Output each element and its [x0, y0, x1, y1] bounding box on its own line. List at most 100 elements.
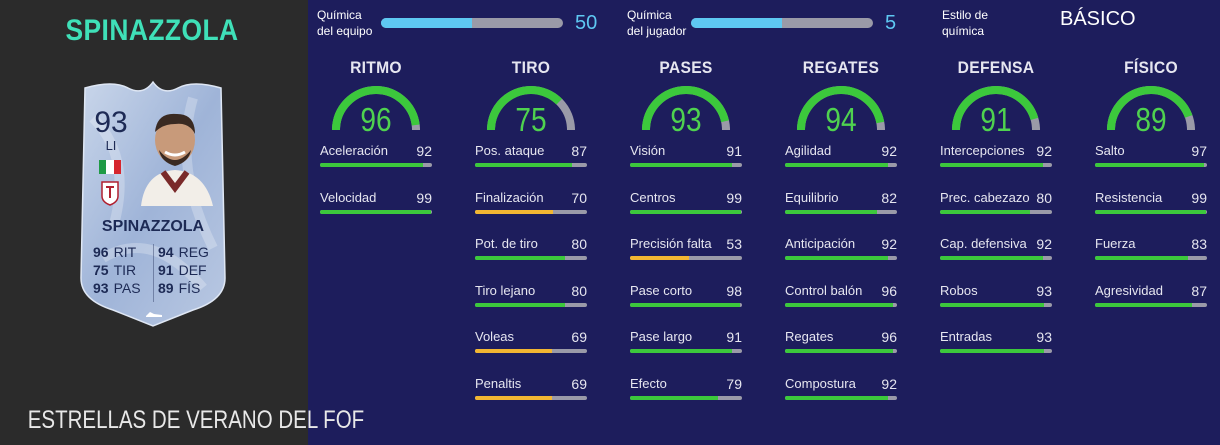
- category-title: FÍSICO: [1124, 58, 1178, 77]
- italy-flag-icon: [99, 160, 121, 174]
- category-title: RITMO: [350, 58, 402, 77]
- attribute-value: 87: [1191, 282, 1207, 299]
- attribute-value: 98: [726, 282, 742, 299]
- card-stat: 91 DEF: [158, 262, 207, 278]
- attribute-bar-fill: [320, 163, 424, 167]
- attribute-label: Pos. ataque: [475, 143, 545, 158]
- attribute-row: Velocidad 99: [320, 190, 432, 237]
- team-chemistry-value: 50: [575, 11, 598, 34]
- category-value: 89: [1135, 101, 1167, 138]
- attribute-row: Cap. defensiva 92: [940, 236, 1052, 283]
- attribute-bar-fill: [940, 163, 1044, 167]
- attribute-value: 80: [571, 282, 587, 299]
- attribute-bar: [630, 209, 742, 214]
- attribute-bar: [785, 256, 897, 260]
- attribute-label: Pase corto: [630, 282, 693, 298]
- player-card[interactable]: 93 LI SPINAZZOLA 96 RIT 94 REG 75 TIR 91 DEF…: [73, 78, 233, 330]
- stat-column-físico: FÍSICO 89 Salto 97 Resistencia 99 Fuerza 83 Agre…: [1095, 58, 1207, 329]
- attribute-value: 92: [416, 143, 432, 159]
- attribute-bar-fill: [785, 302, 893, 307]
- category-value: 96: [360, 101, 392, 138]
- attribute-bar-fill: [630, 256, 690, 260]
- attribute-bar: [630, 302, 742, 307]
- attribute-value: 91: [726, 143, 742, 159]
- card-stats: 96 RIT 94 REG 75 TIR 91 DEF 93 PAS 89 FÍS: [93, 244, 217, 296]
- attribute-bar-fill: [940, 302, 1045, 307]
- attribute-row: Agilidad 92: [785, 143, 897, 190]
- attribute-bar: [940, 209, 1052, 214]
- attribute-label: Agilidad: [785, 143, 832, 158]
- player-chemistry-label: Química del jugador: [627, 8, 687, 38]
- attribute-bar-fill: [1095, 163, 1204, 167]
- attribute-label: Anticipación: [785, 236, 856, 251]
- attribute-value: 92: [881, 236, 897, 252]
- attribute-row: Intercepciones 92: [940, 143, 1052, 190]
- attribute-bar-fill: [630, 349, 732, 353]
- category-value: 75: [515, 101, 547, 138]
- category-gauge: 91: [950, 84, 1042, 138]
- attribute-value: 92: [1036, 236, 1052, 252]
- category-gauge: 94: [795, 84, 887, 138]
- card-stat: 96 RIT: [93, 244, 137, 260]
- card-stat: 94 REG: [158, 244, 209, 260]
- attribute-row: Efecto 79: [630, 376, 742, 423]
- attribute-label: Aceleración: [320, 143, 388, 158]
- attribute-label: Control balón: [785, 282, 863, 298]
- attribute-bar-fill: [1095, 209, 1206, 214]
- attribute-value: 70: [571, 189, 587, 206]
- attribute-value: 92: [881, 375, 897, 392]
- attribute-bar-fill: [785, 256, 889, 260]
- attribute-bar: [630, 349, 742, 353]
- attribute-bar: [785, 349, 897, 353]
- attribute-label: Precisión falta: [630, 236, 712, 251]
- card-divider: [153, 244, 154, 302]
- attribute-bar-fill: [630, 302, 740, 307]
- category-gauge: 93: [640, 84, 732, 138]
- attribute-value: 80: [1036, 189, 1052, 206]
- chemistry-style[interactable]: Estilo de química BÁSICO: [942, 6, 1136, 40]
- attribute-bar-fill: [940, 209, 1030, 214]
- card-rating: 93: [94, 106, 128, 139]
- attribute-value: 91: [726, 329, 742, 345]
- attribute-bar: [475, 163, 587, 167]
- category-gauge: 89: [1105, 84, 1197, 138]
- team-chemistry-fill: [381, 18, 472, 28]
- attribute-bar-fill: [785, 163, 889, 167]
- gauge-fill: [952, 86, 1039, 131]
- attribute-bar: [475, 256, 587, 260]
- attribute-row: Robos 93: [940, 283, 1052, 330]
- player-chemistry-bar: [691, 18, 873, 28]
- attribute-value: 93: [1036, 329, 1052, 345]
- attribute-row: Pos. ataque 87: [475, 143, 587, 190]
- attribute-label: Compostura: [785, 375, 856, 391]
- attribute-bar: [1095, 209, 1207, 214]
- attribute-bar-fill: [785, 395, 889, 400]
- attribute-row: Pase largo 91: [630, 329, 742, 376]
- attribute-label: Entradas: [940, 329, 993, 344]
- gauge-fill: [1107, 86, 1193, 131]
- player-chemistry: Química del jugador 5: [627, 6, 896, 40]
- attribute-row: Fuerza 83: [1095, 236, 1207, 283]
- attribute-bar: [475, 209, 587, 214]
- attribute-bar-fill: [475, 209, 554, 214]
- attribute-row: Prec. cabezazo 80: [940, 190, 1052, 237]
- player-photo: [141, 113, 213, 206]
- chemistry-style-value: BÁSICO: [1060, 7, 1136, 30]
- attribute-row: Equilibrio 82: [785, 190, 897, 237]
- attribute-row: Aceleración 92: [320, 143, 432, 190]
- player-panel: SPINAZZOLA 93 LI: [0, 0, 364, 445]
- card-position: LI: [105, 138, 117, 153]
- attribute-value: 83: [1191, 236, 1207, 252]
- stat-column-defensa: DEFENSA 91 Intercepciones 92 Prec. cabezazo 8…: [940, 58, 1052, 376]
- attribute-row: Entradas 93: [940, 329, 1052, 376]
- attribute-row: Salto 97: [1095, 143, 1207, 190]
- attribute-row: Pase corto 98: [630, 283, 742, 330]
- attribute-label: Pot. de tiro: [475, 236, 538, 251]
- attribute-label: Visión: [630, 143, 666, 158]
- attribute-value: 96: [881, 329, 897, 345]
- stat-column-pases: PASES 93 Visión 91 Centros 99 Precisión falta 5…: [630, 58, 742, 422]
- attribute-bar-fill: [475, 256, 565, 260]
- attribute-row: Resistencia 99: [1095, 190, 1207, 237]
- attribute-bar: [1095, 256, 1207, 260]
- attribute-value: 99: [416, 189, 432, 206]
